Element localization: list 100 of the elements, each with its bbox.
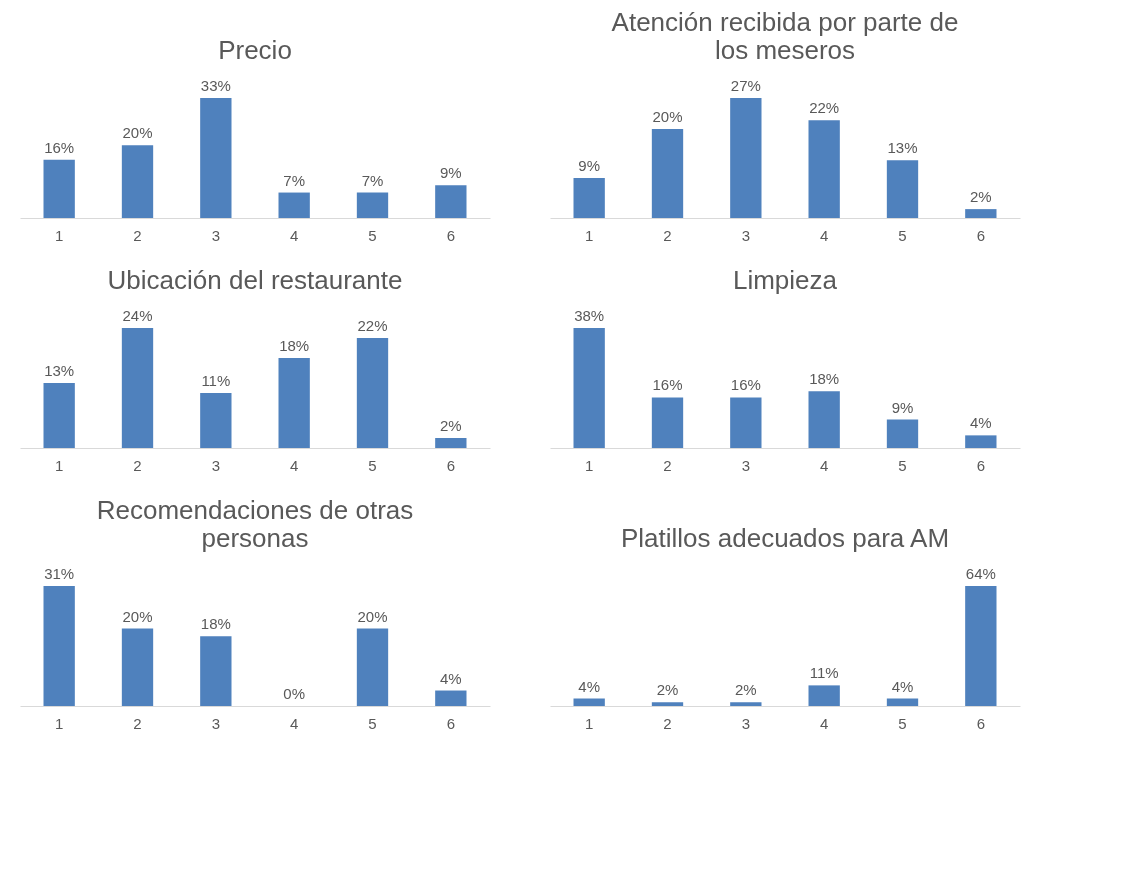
bar (435, 690, 467, 706)
x-tick-label: 2 (133, 456, 142, 474)
x-tick-label: 4 (289, 226, 299, 244)
data-label: 20% (357, 607, 388, 625)
x-tick-label: 1 (584, 714, 594, 732)
x-tick-label: 4 (819, 714, 829, 732)
data-label: 20% (652, 108, 683, 126)
bar (278, 358, 310, 448)
data-label: 22% (809, 99, 840, 117)
chart-title: Ubicación del restaurante (107, 265, 403, 295)
data-label: 2% (439, 417, 462, 434)
x-tick-label: 4 (289, 456, 299, 474)
data-label: 4% (439, 669, 462, 687)
bar (573, 698, 605, 706)
x-tick-label: 6 (976, 226, 986, 244)
x-tick-label: 5 (898, 714, 907, 732)
data-label: 4% (969, 414, 992, 432)
x-tick-label: 3 (741, 714, 751, 732)
bar (356, 192, 389, 218)
data-label: 38% (574, 307, 605, 324)
data-label: 13% (44, 362, 75, 379)
bar (121, 328, 154, 448)
x-tick-label: 1 (54, 456, 64, 474)
bar (651, 129, 684, 218)
bar (573, 178, 605, 218)
data-label: 20% (122, 607, 153, 625)
x-tick-label: 3 (211, 714, 221, 732)
data-label: 2% (969, 188, 992, 206)
bar (730, 702, 762, 706)
data-label: 22% (357, 317, 388, 334)
x-tick-label: 3 (741, 226, 751, 244)
bar (435, 185, 467, 218)
bar (356, 628, 389, 706)
data-label: 20% (122, 124, 153, 142)
data-label: 11% (201, 372, 231, 389)
bar (121, 628, 154, 706)
data-label: 9% (439, 164, 462, 182)
bar (808, 391, 840, 448)
data-label: 13% (887, 139, 918, 157)
x-tick-label: 5 (368, 456, 377, 474)
x-tick-label: 3 (211, 226, 221, 244)
data-label: 2% (656, 681, 679, 699)
data-label: 7% (283, 171, 306, 189)
data-label: 18% (279, 337, 310, 354)
chart-title: Atención recibida por parte de los meseros (611, 7, 959, 65)
data-label: 16% (652, 376, 683, 394)
data-label: 0% (283, 685, 306, 702)
data-label: 7% (361, 171, 384, 189)
x-tick-label: 5 (898, 226, 907, 244)
bar (573, 328, 605, 448)
chart-title: Recomendaciones de otras personas (96, 495, 414, 553)
x-tick-label: 5 (368, 226, 377, 244)
chart-title: Platillos adecuados para AM (620, 523, 950, 553)
bar (43, 159, 75, 218)
data-label: 11% (809, 664, 839, 682)
data-label: 33% (200, 77, 231, 94)
data-label: 64% (965, 565, 996, 582)
data-label: 4% (891, 677, 914, 695)
x-tick-label: 1 (584, 456, 594, 474)
chart-title: Limpieza (732, 265, 838, 295)
data-label: 18% (809, 370, 840, 388)
bar (808, 685, 840, 706)
bar (435, 438, 467, 448)
x-tick-label: 6 (446, 456, 456, 474)
bar (200, 98, 232, 218)
x-tick-label: 3 (211, 456, 221, 474)
x-tick-label: 5 (898, 456, 907, 474)
x-tick-label: 1 (54, 226, 64, 244)
x-tick-label: 4 (819, 456, 829, 474)
bar (730, 397, 762, 448)
data-label: 4% (578, 677, 601, 695)
x-tick-label: 1 (584, 226, 594, 244)
data-label: 2% (734, 681, 757, 699)
data-label: 18% (200, 615, 231, 633)
data-label: 31% (44, 565, 75, 582)
bar (121, 145, 154, 218)
data-label: 16% (730, 376, 761, 394)
data-label: 24% (122, 307, 153, 324)
bar (886, 698, 919, 706)
bar (200, 636, 232, 706)
x-tick-label: 2 (133, 226, 142, 244)
x-tick-label: 2 (663, 226, 672, 244)
bar (43, 383, 75, 448)
x-tick-label: 6 (446, 226, 456, 244)
x-tick-label: 2 (133, 714, 142, 732)
x-tick-label: 6 (976, 714, 986, 732)
bar (965, 209, 997, 218)
x-tick-label: 6 (976, 456, 986, 474)
bar (730, 98, 762, 218)
bar (200, 393, 232, 448)
chart-title: Precio (218, 35, 292, 65)
bar (356, 338, 389, 448)
x-tick-label: 5 (368, 714, 377, 732)
bar (43, 586, 75, 706)
bar (278, 192, 310, 218)
bar (886, 160, 919, 218)
x-tick-label: 2 (663, 714, 672, 732)
bar (965, 435, 997, 448)
bar (651, 397, 684, 448)
x-tick-label: 4 (289, 714, 299, 732)
